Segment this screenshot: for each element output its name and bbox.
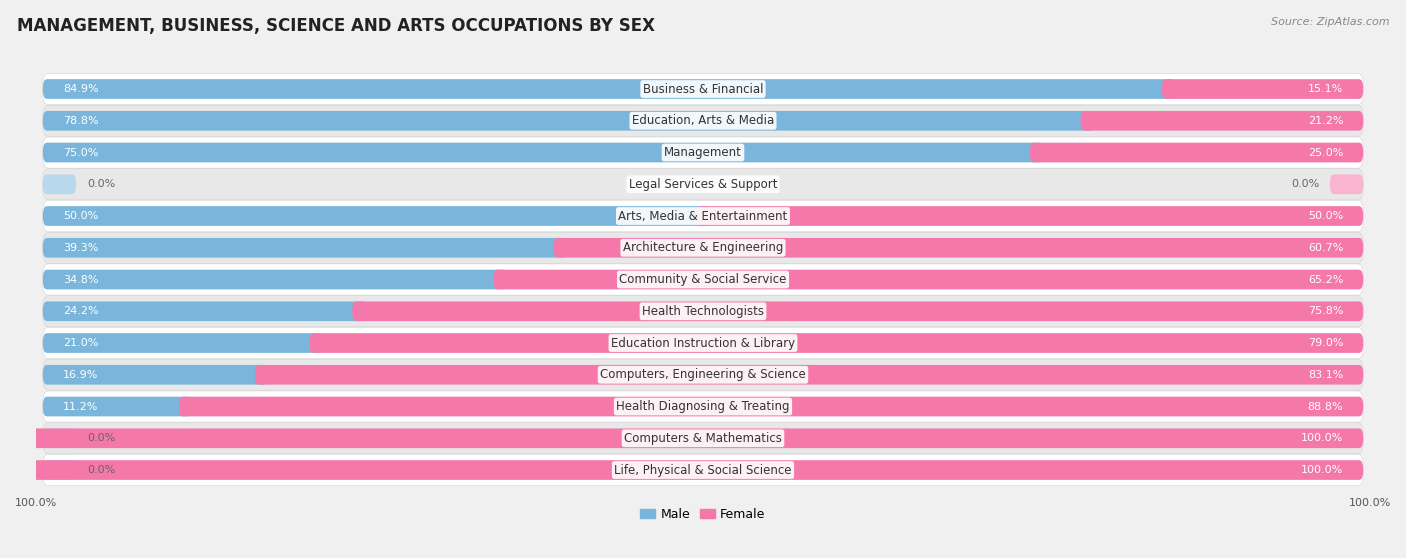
FancyBboxPatch shape (42, 333, 323, 353)
FancyBboxPatch shape (42, 137, 1364, 168)
Text: 75.0%: 75.0% (63, 147, 98, 157)
FancyBboxPatch shape (30, 460, 1364, 480)
Text: Computers, Engineering & Science: Computers, Engineering & Science (600, 368, 806, 381)
Text: Education Instruction & Library: Education Instruction & Library (612, 336, 794, 349)
Text: 88.8%: 88.8% (1308, 402, 1343, 412)
Text: 50.0%: 50.0% (63, 211, 98, 221)
Text: 0.0%: 0.0% (87, 179, 115, 189)
Text: 50.0%: 50.0% (1308, 211, 1343, 221)
Text: Architecture & Engineering: Architecture & Engineering (623, 241, 783, 254)
Text: 79.0%: 79.0% (1308, 338, 1343, 348)
Text: 0.0%: 0.0% (87, 465, 115, 475)
FancyBboxPatch shape (42, 79, 1175, 99)
Text: Health Technologists: Health Technologists (643, 305, 763, 318)
FancyBboxPatch shape (1161, 79, 1364, 99)
Text: 100.0%: 100.0% (1301, 465, 1343, 475)
Text: 60.7%: 60.7% (1308, 243, 1343, 253)
Text: Management: Management (664, 146, 742, 159)
FancyBboxPatch shape (42, 391, 1364, 422)
Legend: Male, Female: Male, Female (636, 503, 770, 526)
FancyBboxPatch shape (42, 169, 1364, 200)
FancyBboxPatch shape (42, 328, 1364, 359)
Text: Education, Arts & Media: Education, Arts & Media (631, 114, 775, 127)
Text: 83.1%: 83.1% (1308, 370, 1343, 380)
Text: Legal Services & Support: Legal Services & Support (628, 178, 778, 191)
Text: MANAGEMENT, BUSINESS, SCIENCE AND ARTS OCCUPATIONS BY SEX: MANAGEMENT, BUSINESS, SCIENCE AND ARTS O… (17, 17, 655, 35)
FancyBboxPatch shape (353, 301, 1364, 321)
Text: Health Diagnosing & Treating: Health Diagnosing & Treating (616, 400, 790, 413)
Text: 34.8%: 34.8% (63, 275, 98, 285)
Text: 21.0%: 21.0% (63, 338, 98, 348)
Text: Arts, Media & Entertainment: Arts, Media & Entertainment (619, 210, 787, 223)
FancyBboxPatch shape (554, 238, 1364, 258)
FancyBboxPatch shape (42, 74, 1364, 104)
FancyBboxPatch shape (42, 359, 1364, 391)
FancyBboxPatch shape (42, 111, 1094, 131)
FancyBboxPatch shape (254, 365, 1364, 384)
Text: 39.3%: 39.3% (63, 243, 98, 253)
FancyBboxPatch shape (42, 200, 1364, 232)
Text: 0.0%: 0.0% (1291, 179, 1319, 189)
Text: Source: ZipAtlas.com: Source: ZipAtlas.com (1271, 17, 1389, 27)
FancyBboxPatch shape (42, 232, 1364, 263)
Text: 21.2%: 21.2% (1308, 116, 1343, 126)
FancyBboxPatch shape (1029, 143, 1364, 162)
Text: Business & Financial: Business & Financial (643, 83, 763, 95)
FancyBboxPatch shape (42, 105, 1364, 136)
Text: 16.9%: 16.9% (63, 370, 98, 380)
FancyBboxPatch shape (1330, 175, 1364, 194)
FancyBboxPatch shape (42, 264, 1364, 295)
FancyBboxPatch shape (42, 454, 1364, 485)
Text: 24.2%: 24.2% (63, 306, 98, 316)
Text: 65.2%: 65.2% (1308, 275, 1343, 285)
Text: 75.8%: 75.8% (1308, 306, 1343, 316)
Text: Life, Physical & Social Science: Life, Physical & Social Science (614, 464, 792, 477)
FancyBboxPatch shape (42, 397, 193, 416)
FancyBboxPatch shape (42, 460, 76, 480)
Text: 15.1%: 15.1% (1308, 84, 1343, 94)
Text: Community & Social Service: Community & Social Service (619, 273, 787, 286)
FancyBboxPatch shape (696, 206, 1364, 226)
FancyBboxPatch shape (42, 206, 710, 226)
Text: 0.0%: 0.0% (87, 433, 115, 443)
FancyBboxPatch shape (42, 238, 567, 258)
FancyBboxPatch shape (42, 175, 76, 194)
Text: 11.2%: 11.2% (63, 402, 98, 412)
FancyBboxPatch shape (179, 397, 1364, 416)
Text: 84.9%: 84.9% (63, 84, 98, 94)
FancyBboxPatch shape (30, 429, 1364, 448)
Text: 100.0%: 100.0% (1301, 433, 1343, 443)
FancyBboxPatch shape (42, 423, 1364, 454)
FancyBboxPatch shape (42, 270, 508, 290)
FancyBboxPatch shape (42, 429, 76, 448)
Text: 25.0%: 25.0% (1308, 147, 1343, 157)
Text: Computers & Mathematics: Computers & Mathematics (624, 432, 782, 445)
FancyBboxPatch shape (309, 333, 1364, 353)
FancyBboxPatch shape (42, 143, 1043, 162)
FancyBboxPatch shape (1080, 111, 1364, 131)
FancyBboxPatch shape (42, 301, 366, 321)
Text: 78.8%: 78.8% (63, 116, 98, 126)
FancyBboxPatch shape (42, 296, 1364, 327)
FancyBboxPatch shape (494, 270, 1364, 290)
FancyBboxPatch shape (42, 365, 269, 384)
